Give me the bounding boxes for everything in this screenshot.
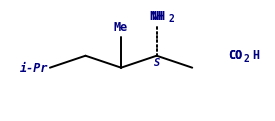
Text: CO: CO <box>228 49 242 62</box>
Text: 2: 2 <box>169 14 175 24</box>
Text: S: S <box>154 57 160 68</box>
Text: Me: Me <box>114 21 128 34</box>
Text: NH: NH <box>150 10 164 23</box>
Text: i-Pr: i-Pr <box>20 62 49 75</box>
Text: NH: NH <box>151 10 166 23</box>
Text: H: H <box>252 49 260 62</box>
Text: 2: 2 <box>243 54 249 64</box>
Text: CO: CO <box>228 49 242 62</box>
